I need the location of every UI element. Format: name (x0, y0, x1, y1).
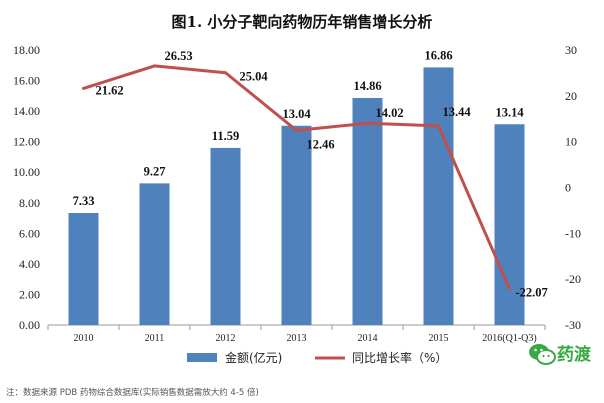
bar-data-label: 13.04 (282, 107, 311, 121)
left-tick-label: 10.00 (13, 165, 40, 179)
legend-bar-swatch (187, 353, 217, 362)
line-point (153, 64, 156, 68)
bar (494, 124, 525, 325)
x-tick-label: 2015 (429, 333, 449, 344)
bar (139, 183, 170, 325)
left-tick-label: 2.00 (19, 287, 40, 301)
left-tick-label: 12.00 (13, 135, 40, 149)
x-tick-label: 2011 (145, 333, 165, 344)
bar-data-label: 14.86 (353, 79, 381, 93)
right-tick-label: -10 (565, 226, 581, 240)
x-tick-label: 2012 (216, 333, 236, 344)
line-point (82, 86, 85, 90)
line-point (224, 71, 227, 75)
chart-title: 图1. 小分子靶向药物历年销售增长分析 (172, 13, 433, 31)
line-point (437, 124, 440, 128)
line-data-label: 12.46 (307, 137, 335, 151)
bar (281, 125, 312, 326)
bar-data-label: 7.33 (73, 194, 95, 208)
right-tick-label: 0 (565, 181, 571, 195)
left-tick-label: 8.00 (19, 196, 40, 210)
bar (423, 67, 454, 326)
right-tick-label: -30 (565, 318, 581, 332)
left-tick-label: 18.00 (13, 43, 40, 57)
plot-area: 0.00 2.00 4.00 6.00 8.00 10.00 12.00 14.00 16.00… (13, 43, 581, 344)
watermark-logo (527, 339, 597, 369)
line-point (295, 128, 298, 132)
legend-bar-label: 金额(亿元) (225, 350, 282, 365)
bar-data-label: 16.86 (424, 48, 452, 62)
legend: 金额(亿元) 同比增长率（%） (187, 350, 447, 365)
watermark-text: 药渡 (557, 345, 591, 365)
left-tick-label: 14.00 (13, 104, 40, 118)
left-tick-label: 16.00 (13, 74, 40, 88)
bar-data-label: 9.27 (144, 164, 166, 178)
footnote: 注：数据来源 PDB 药物综合数据库(实际销售数据需放大约 4-5 倍) (6, 388, 259, 398)
line-data-label: 13.44 (443, 105, 472, 119)
wechat-icon (529, 344, 556, 365)
right-tick-label: 10 (565, 135, 577, 149)
line-data-label: 14.02 (376, 106, 404, 120)
left-tick-label: 4.00 (19, 257, 40, 271)
left-tick-label: 6.00 (19, 226, 40, 240)
line-data-label: -22.07 (516, 286, 548, 300)
x-tick-label: 2014 (358, 333, 378, 344)
bar (68, 213, 99, 325)
bar-data-label: 11.59 (212, 129, 239, 143)
right-tick-label: 20 (565, 89, 577, 103)
x-tick-label: 2010 (74, 333, 94, 344)
line-data-label: 21.62 (96, 83, 124, 97)
line-data-label: 25.04 (240, 70, 269, 84)
x-tick-label: 2016(Q1-Q3) (482, 333, 536, 344)
right-tick-label: 30 (565, 43, 577, 57)
bar-data-label: 13.14 (495, 105, 524, 119)
right-tick-label: -20 (565, 272, 581, 286)
bar (210, 147, 241, 325)
line-point (508, 287, 511, 291)
bar (352, 97, 383, 325)
legend-line-label: 同比增长率（%） (352, 350, 447, 365)
line-point (366, 121, 369, 125)
x-tick-label: 2013 (287, 333, 307, 344)
line-data-label: 26.53 (165, 49, 193, 63)
left-tick-label: 0.00 (19, 318, 40, 332)
